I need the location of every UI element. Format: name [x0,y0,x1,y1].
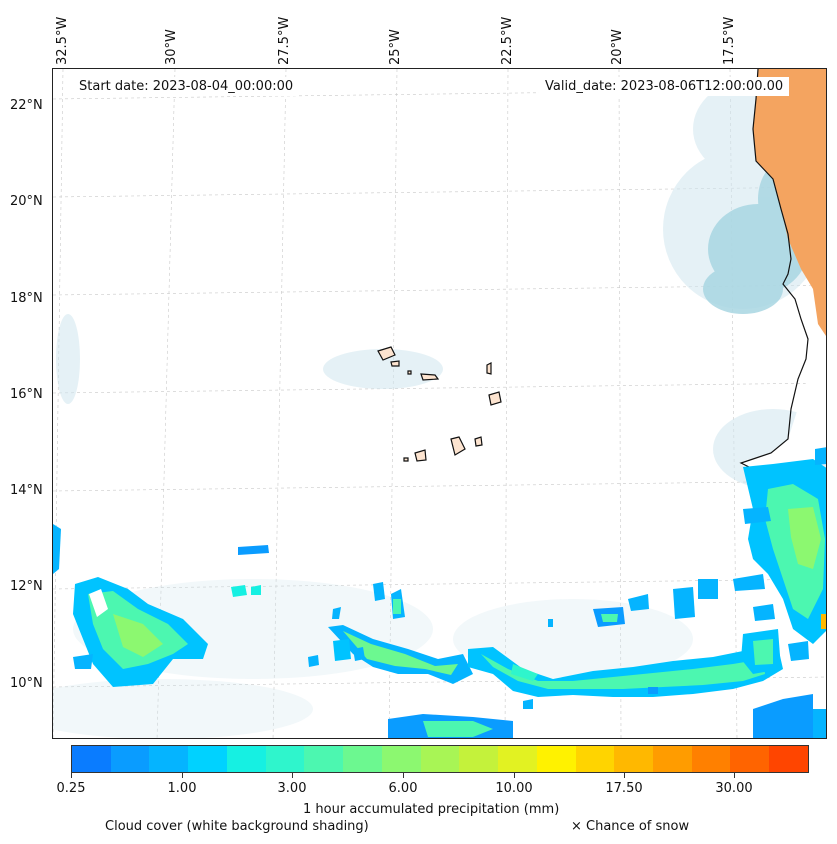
colorbar-tick-3-00: 3.00 [277,781,307,796]
map-canvas [53,69,826,738]
cape-verde-islands [377,346,502,462]
lat-label-22n: 22°N [10,98,43,113]
colorbar-tick-6-00: 6.00 [388,781,418,796]
lon-label-27-5w: 27.5°W [277,16,292,65]
valid-date-label: Valid_date: 2023-08-06T12:00:00.00 [539,77,790,96]
lon-label-22-5w: 22.5°W [500,16,515,65]
colorbar-segment [498,746,537,772]
colorbar-segment [226,746,266,772]
colorbar-segment [304,746,344,772]
colorbar-label: 1 hour accumulated precipitation (mm) [303,802,560,817]
colorbar-segment [653,746,692,772]
africa-land [741,69,826,473]
colorbar-segment [188,746,227,772]
colorbar-segment [343,746,382,772]
lat-label-16n: 16°N [10,387,43,402]
lat-label-10n: 10°N [10,676,43,691]
colorbar-segment [381,746,421,772]
cloud-cover-legend: Cloud cover (white background shading) [105,819,369,834]
colorbar-tick-1-00: 1.00 [167,781,197,796]
colorbar-tick-10-00: 10.00 [495,781,533,796]
colorbar-segment [459,746,499,772]
lat-label-14n: 14°N [10,483,43,498]
colorbar-segment [769,746,808,772]
start-date-label: Start date: 2023-08-04_00:00:00 [73,77,300,96]
map-panel[interactable]: Start date: 2023-08-04_00:00:00 Valid_da… [52,68,827,739]
colorbar-tick-0-25: 0.25 [56,781,86,796]
lon-label-30w: 30°W [164,29,179,65]
sahara-desert-shading [753,69,826,336]
lon-label-32-5w: 32.5°W [55,16,70,65]
lon-label-25w: 25°W [388,29,403,65]
lon-label-17-5w: 17.5°W [722,16,737,65]
lat-label-18n: 18°N [10,291,43,306]
colorbar-segment [420,746,460,772]
colorbar-segment [72,746,111,772]
colorbar-segment [265,746,305,772]
colorbar-segment [614,746,654,772]
colorbar-segment [730,746,770,772]
colorbar-tick-30-00: 30.00 [715,781,753,796]
colorbar-segment [110,746,150,772]
snow-legend: × Chance of snow [571,819,690,834]
colorbar-segment [691,746,731,772]
colorbar-segment [575,746,615,772]
colorbar-segment [536,746,576,772]
lat-label-12n: 12°N [10,579,43,594]
lon-label-20w: 20°W [610,29,625,65]
precipitation-colorbar [71,745,809,773]
lat-label-20n: 20°N [10,194,43,209]
colorbar-segment [149,746,189,772]
colorbar-tick-17-50: 17.50 [605,781,643,796]
precipitation-cells [53,447,826,738]
